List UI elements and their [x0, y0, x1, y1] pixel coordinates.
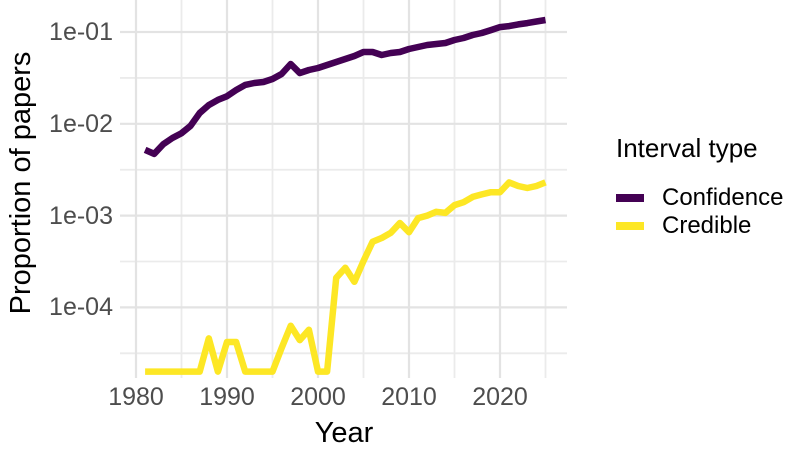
- y-tick-label: 1e-02: [49, 109, 113, 138]
- legend-label-credible: Credible: [662, 212, 752, 239]
- legend-label-confidence: Confidence: [662, 184, 784, 211]
- x-tick-label: 2000: [290, 383, 346, 411]
- x-tick-label: 1990: [199, 383, 255, 411]
- confidence-line-swatch: [616, 194, 644, 202]
- y-tick-label: 1e-01: [49, 18, 113, 46]
- credible-line: [145, 179, 547, 375]
- legend: Interval type Confidence Credible: [616, 133, 783, 239]
- y-axis-title: Proportion of papers: [5, 51, 37, 315]
- y-tick-label: 1e-04: [49, 293, 113, 322]
- credible-line-swatch: [616, 222, 644, 230]
- legend-title: Interval type: [616, 133, 758, 163]
- x-tick-label: 2010: [381, 383, 437, 411]
- legend-item-confidence: Confidence: [616, 184, 783, 212]
- x-axis-title: Year: [314, 417, 374, 449]
- x-tick-label: 1980: [108, 383, 164, 411]
- legend-item-credible: Credible: [616, 212, 751, 240]
- y-tick-label: 1e-03: [49, 201, 113, 230]
- confidence-line: [143, 16, 547, 158]
- x-tick-label: 2020: [472, 383, 528, 411]
